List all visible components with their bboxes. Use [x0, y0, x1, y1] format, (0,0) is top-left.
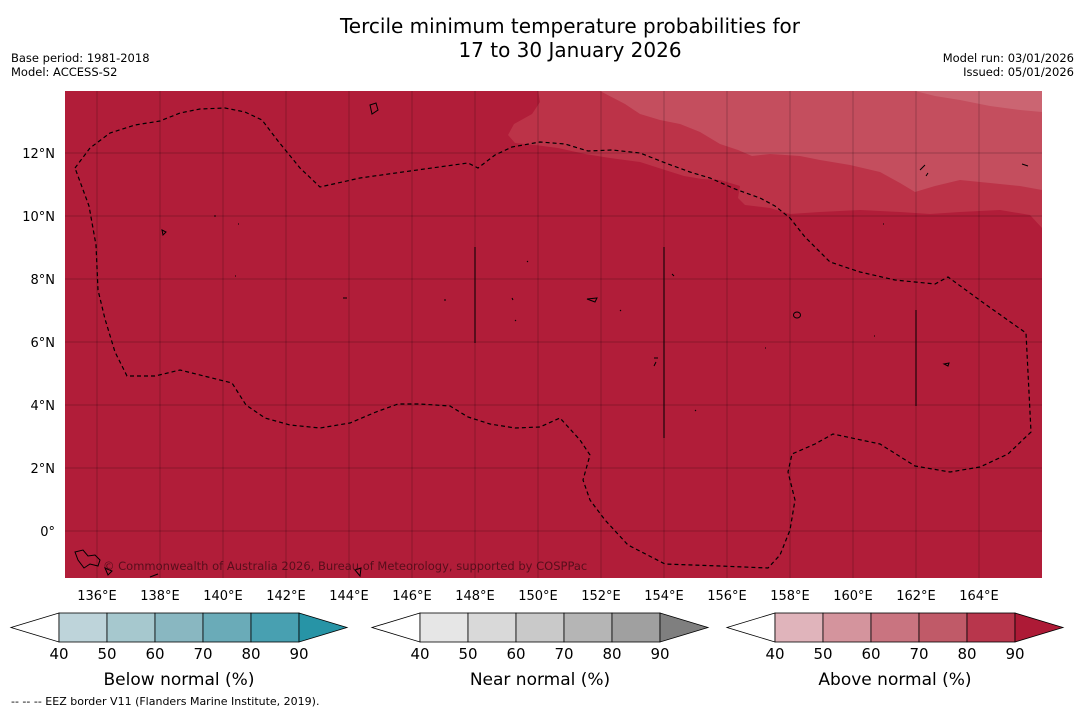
colorbar-title-below: Below normal (%) [104, 670, 255, 690]
colorbar-swatch [563, 612, 613, 643]
lon-label: 136°E [77, 589, 117, 604]
colorbar-tick: 80 [241, 645, 260, 663]
colorbar-ticks-below: 40 50 60 70 80 90 [49, 645, 308, 663]
colorbar-above-normal [725, 612, 1065, 643]
map-title: Tercile minimum temperature probabilitie… [0, 14, 1085, 62]
colorbar-swatch [298, 612, 349, 643]
colorbar-tick: 40 [765, 645, 784, 663]
meta-right: Model run: 03/01/2026 Issued: 05/01/2026 [943, 51, 1074, 79]
colorbar-swatch [58, 612, 108, 643]
base-period: Base period: 1981-2018 [11, 51, 150, 65]
lon-label: 138°E [140, 589, 180, 604]
colorbar-tick: 80 [957, 645, 976, 663]
copyright-notice: © Commonwealth of Australia 2026, Bureau… [103, 559, 587, 573]
title-line-1: Tercile minimum temperature probabilitie… [339, 14, 801, 38]
lat-label: 10°N [22, 210, 55, 225]
lat-label: 0° [40, 525, 55, 540]
colorbar-title-near: Near normal (%) [470, 670, 610, 690]
lon-label: 152°E [581, 589, 621, 604]
colorbar-swatch [1014, 612, 1065, 643]
colorbar-ticks-near: 40 50 60 70 80 90 [410, 645, 669, 663]
lon-label: 144°E [329, 589, 369, 604]
lon-label: 156°E [707, 589, 747, 604]
colorbar-below-normal [9, 612, 349, 643]
lat-label: 6°N [31, 336, 56, 351]
model-name: Model: ACCESS-S2 [11, 65, 118, 79]
colorbar-swatch [250, 612, 300, 643]
colorbar-swatch [822, 612, 872, 643]
colorbar-tick: 50 [458, 645, 477, 663]
colorbar-tick: 70 [554, 645, 573, 663]
model-run: Model run: 03/01/2026 [942, 51, 1074, 65]
lon-label: 146°E [392, 589, 432, 604]
lon-label: 158°E [770, 589, 810, 604]
colorbar-swatch [515, 612, 565, 643]
colorbar-tick: 60 [861, 645, 880, 663]
lon-label: 150°E [518, 589, 558, 604]
colorbar-swatch [774, 612, 824, 643]
graticule [65, 91, 1042, 578]
lon-label: 140°E [203, 589, 243, 604]
colorbar-swatch [9, 612, 60, 643]
probability-field-60 [915, 91, 1042, 112]
probability-field-70 [600, 91, 1042, 192]
colorbar-swatch [725, 612, 776, 643]
colorbar-swatch [870, 612, 920, 643]
colorbar-ticks-above: 40 50 60 70 80 90 [765, 645, 1024, 663]
eez-footnote: -- -- -- EEZ border V11 (Flanders Marine… [11, 695, 320, 708]
lon-label: 164°E [959, 589, 999, 604]
colorbar-tick: 60 [145, 645, 164, 663]
lon-label: 162°E [896, 589, 936, 604]
colorbar-title-above: Above normal (%) [818, 670, 971, 690]
colorbar-swatch [467, 612, 517, 643]
latitude-labels: 12°N 10°N 8°N 6°N 4°N 2°N 0° [22, 147, 55, 540]
lon-label: 148°E [455, 589, 495, 604]
coastlines [74, 102, 1029, 578]
lon-label: 160°E [833, 589, 873, 604]
colorbar-tick: 50 [97, 645, 116, 663]
lat-label: 8°N [31, 273, 56, 288]
colorbar-near-normal [370, 612, 710, 643]
map-panel [65, 91, 1042, 578]
colorbar-swatch [611, 612, 661, 643]
lat-label: 12°N [22, 147, 55, 162]
colorbar-swatch [154, 612, 204, 643]
colorbar-tick: 80 [602, 645, 621, 663]
colorbar-swatch [918, 612, 968, 643]
colorbar-tick: 90 [650, 645, 669, 663]
lat-label: 2°N [31, 462, 56, 477]
colorbar-tick: 40 [410, 645, 429, 663]
colorbar-tick: 40 [49, 645, 68, 663]
colorbar-swatch [106, 612, 156, 643]
lon-label: 142°E [266, 589, 306, 604]
colorbar-swatch [370, 612, 421, 643]
colorbar-tick: 70 [909, 645, 928, 663]
colorbar-tick: 50 [813, 645, 832, 663]
lon-label: 154°E [644, 589, 684, 604]
colorbar-tick: 90 [1005, 645, 1024, 663]
colorbar-swatch [202, 612, 252, 643]
lat-label: 4°N [31, 399, 56, 414]
longitude-labels: 136°E 138°E 140°E 142°E 144°E 146°E 148°… [77, 589, 999, 604]
issued-date: Issued: 05/01/2026 [963, 65, 1074, 79]
colorbar-swatch [419, 612, 469, 643]
meta-left: Base period: 1981-2018 Model: ACCESS-S2 [11, 51, 150, 79]
colorbar-tick: 70 [193, 645, 212, 663]
colorbar-swatch [659, 612, 710, 643]
colorbar-swatch [966, 612, 1016, 643]
colorbar-tick: 90 [289, 645, 308, 663]
title-line-2: 17 to 30 January 2026 [458, 38, 682, 62]
colorbar-tick: 60 [506, 645, 525, 663]
